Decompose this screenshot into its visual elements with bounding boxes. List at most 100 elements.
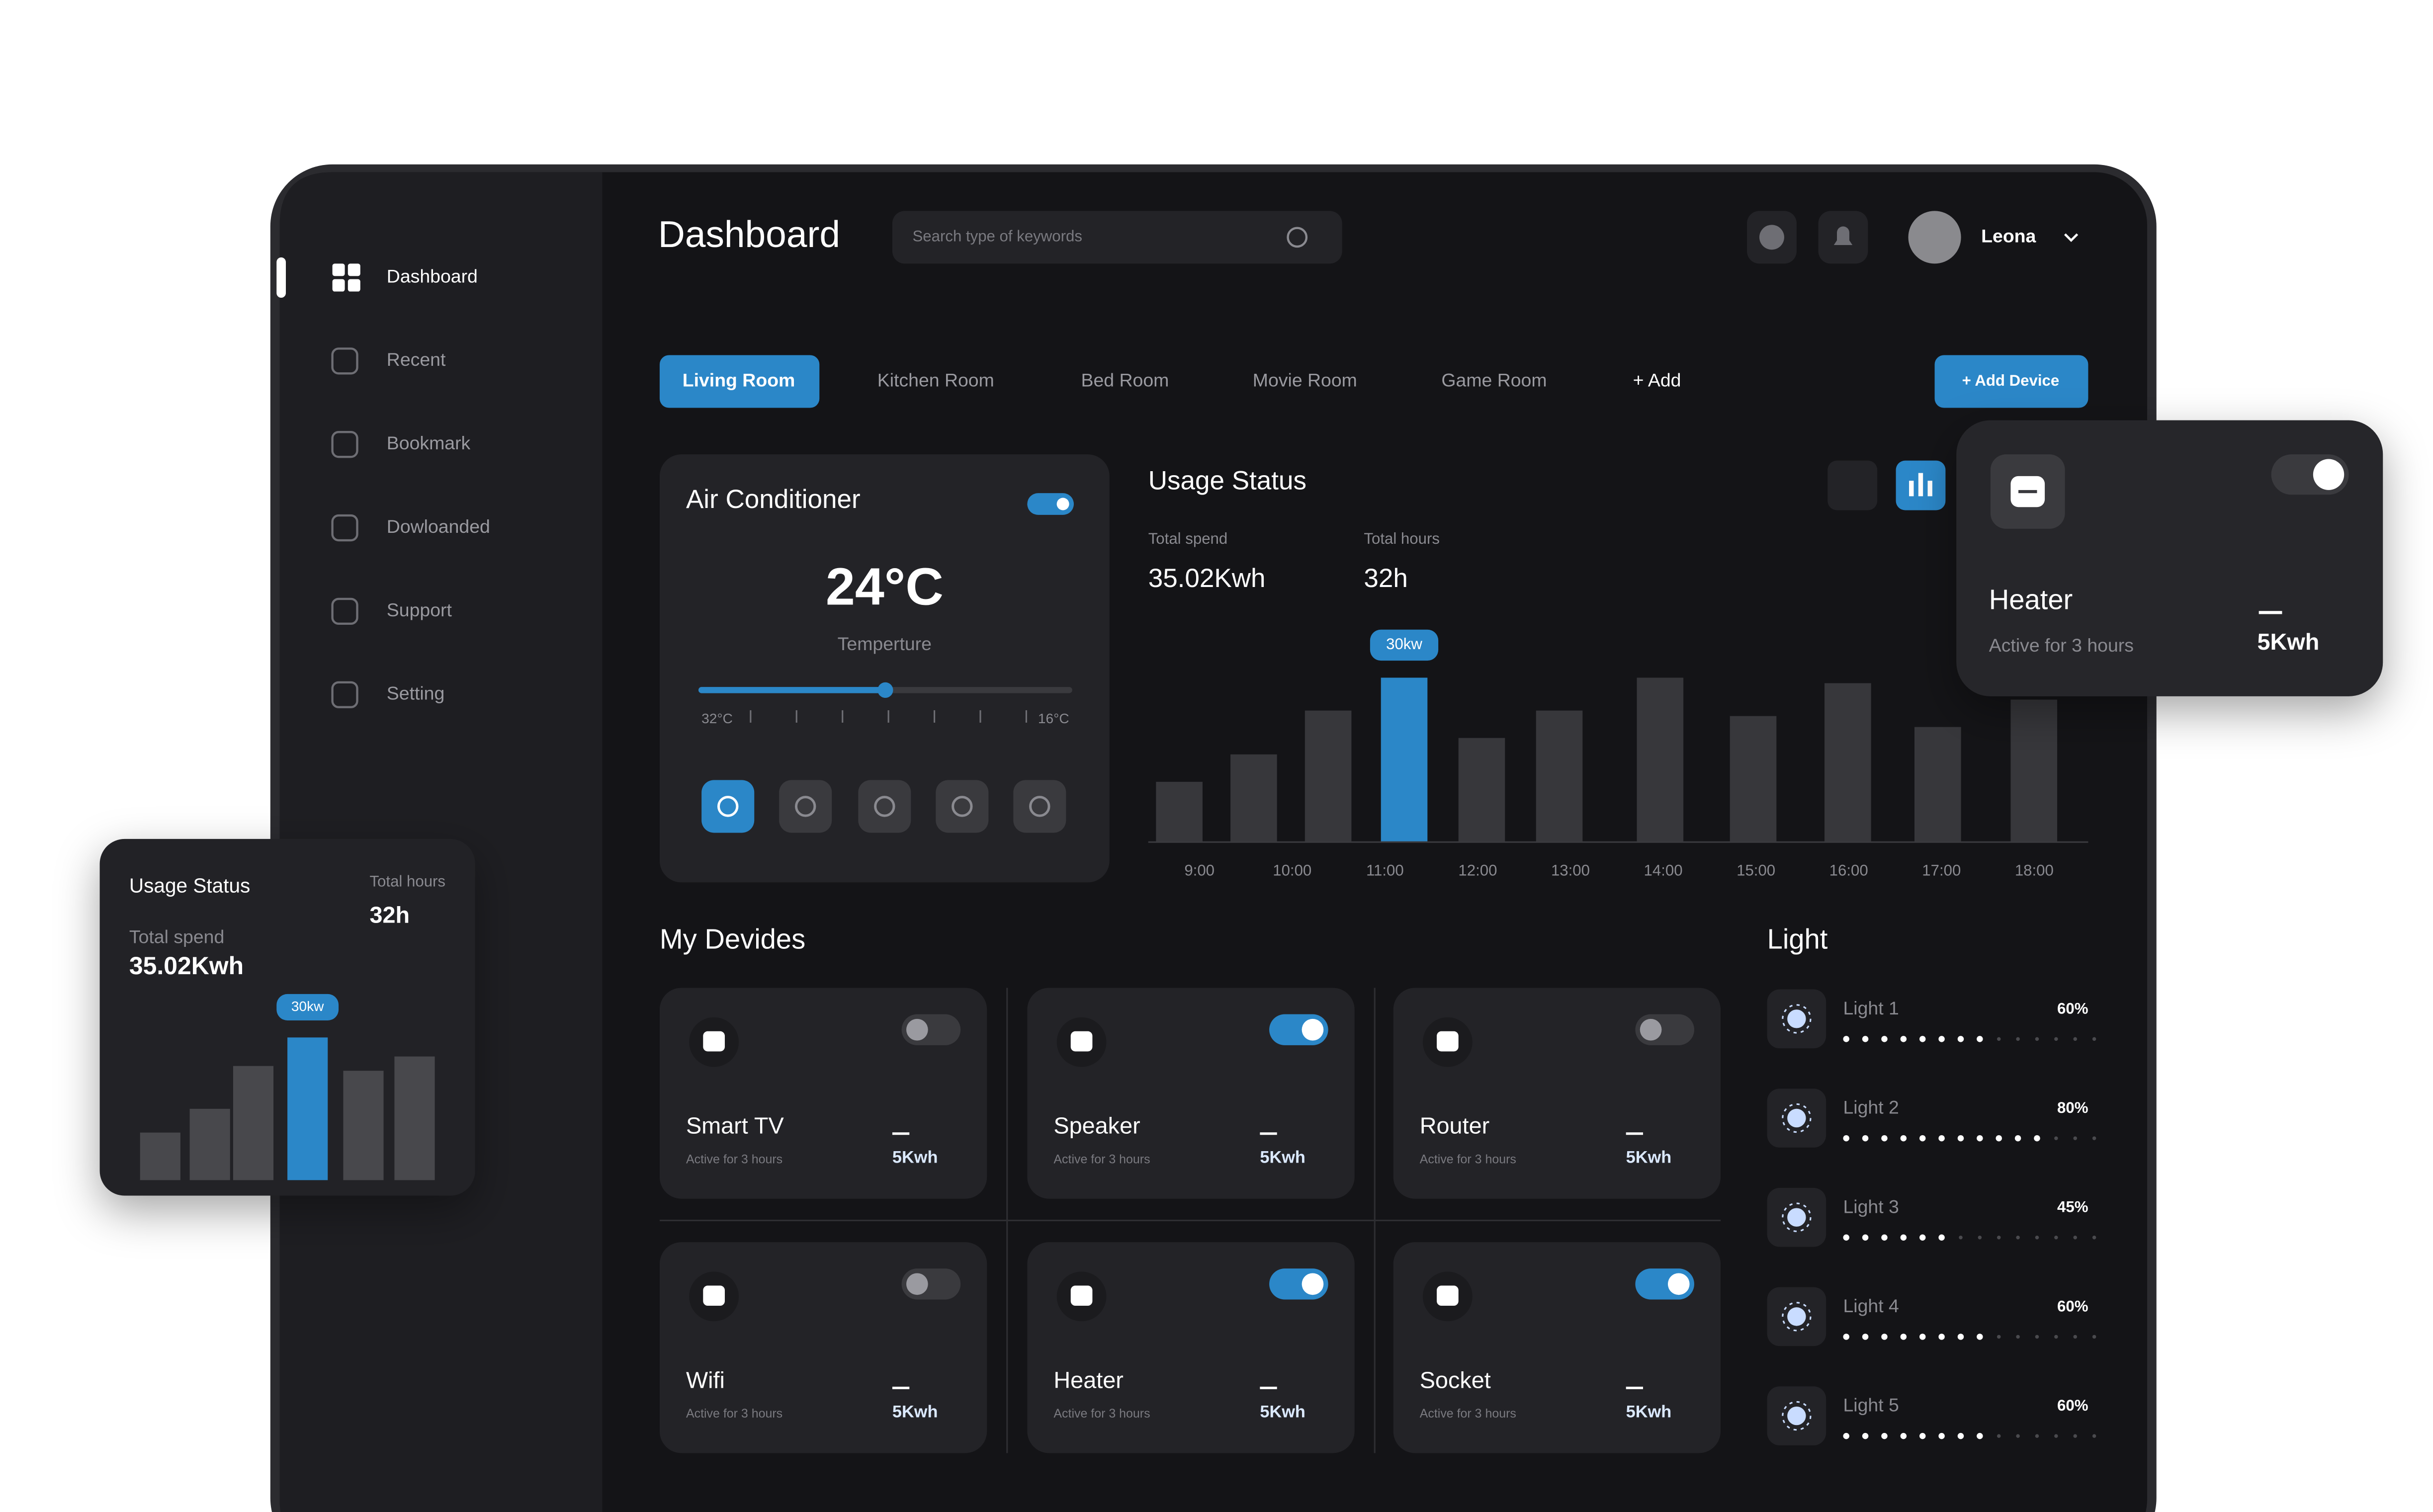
mini-bar	[140, 1132, 180, 1180]
user-menu-chevron[interactable]	[2064, 233, 2079, 242]
nav-label[interactable]: Recent	[387, 349, 446, 370]
light-dot	[1862, 1036, 1869, 1042]
scale-end: 16°C	[1038, 711, 1069, 726]
tab[interactable]: Game Room	[1441, 369, 1547, 390]
tab[interactable]: Bed Room	[1081, 369, 1169, 390]
filter-button[interactable]	[1827, 460, 1878, 510]
light-dot	[1938, 1036, 1945, 1042]
usage-bar	[1637, 677, 1684, 842]
mini-bar	[233, 1066, 274, 1180]
light-icon	[1787, 1009, 1806, 1028]
mode-button[interactable]	[701, 780, 755, 833]
mode-button[interactable]	[1013, 780, 1066, 833]
light-dot	[2092, 1136, 2096, 1140]
device-usage: 5Kwh	[892, 1148, 938, 1167]
usage-bar	[1156, 781, 1203, 842]
search-box[interactable]	[892, 211, 1342, 264]
light-dot	[1919, 1334, 1926, 1340]
heater-usage: 5Kwh	[2258, 629, 2320, 655]
ac-title: Air Conditioner	[686, 485, 861, 514]
mode-button[interactable]	[936, 780, 989, 833]
device-usage: 5Kwh	[1626, 1402, 1672, 1421]
device-icon	[1070, 1031, 1093, 1052]
device-card[interactable]	[659, 988, 987, 1199]
add-tab[interactable]: + Add	[1633, 369, 1681, 390]
light-dot	[2016, 1236, 2020, 1240]
ac-card	[659, 454, 1110, 883]
light-dot	[1957, 1432, 1964, 1439]
search-placeholder: Search type of keywords	[912, 228, 1082, 245]
device-usage: 5Kwh	[1260, 1148, 1305, 1167]
avatar	[1908, 211, 1961, 264]
nav-icon	[331, 597, 358, 625]
usage-bar	[1458, 738, 1505, 842]
tab[interactable]: Movie Room	[1253, 369, 1357, 390]
add-device-button[interactable]	[1934, 355, 2088, 408]
mini-bar	[394, 1056, 435, 1180]
x-tick-label: 18:00	[2015, 862, 2054, 879]
mode-icon	[874, 796, 895, 817]
light-dot	[1900, 1135, 1907, 1142]
light-dot	[1881, 1432, 1888, 1439]
light-dot	[1862, 1135, 1869, 1142]
light-dot	[1997, 1434, 2001, 1438]
mini-bar	[287, 1037, 328, 1180]
slider-knob[interactable]	[877, 682, 893, 698]
device-usage: 5Kwh	[892, 1402, 938, 1421]
heater-status: Active for 3 hours	[1989, 635, 2134, 656]
light-icon-rays	[1782, 1202, 1812, 1232]
light-dot	[1938, 1234, 1945, 1241]
device-usage: 5Kwh	[1626, 1148, 1672, 1167]
device-name: Router	[1420, 1113, 1489, 1139]
light-dot	[2016, 1335, 2020, 1339]
x-tick-label: 14:00	[1644, 862, 1683, 879]
device-status: Active for 3 hours	[1053, 1407, 1150, 1421]
light-dot	[2073, 1136, 2077, 1140]
scale-start: 32°C	[701, 711, 733, 726]
mini-spend: 35.02Kwh	[129, 952, 244, 980]
x-tick-label: 11:00	[1366, 862, 1404, 879]
usage-bar	[1230, 754, 1277, 842]
tab[interactable]: Kitchen Room	[877, 369, 994, 390]
tab[interactable]: Living Room	[683, 369, 795, 390]
light-dot	[1881, 1234, 1888, 1241]
user-name: Leona	[1981, 225, 2036, 246]
nav-label[interactable]: Bookmark	[387, 432, 471, 453]
nav-icon	[348, 279, 360, 292]
toggle-knob	[1667, 1273, 1690, 1295]
toggle-knob	[2313, 459, 2345, 490]
nav-label[interactable]: Dowloanded	[387, 516, 490, 537]
tab-active-bg[interactable]	[659, 355, 820, 408]
usage-title: Usage Status	[1148, 466, 1306, 495]
mini-bar	[189, 1108, 230, 1180]
mode-button[interactable]	[858, 780, 911, 833]
device-card[interactable]	[1393, 1242, 1721, 1453]
bar-tooltip	[1370, 629, 1439, 661]
device-card[interactable]	[1027, 988, 1355, 1199]
mode-icon	[717, 796, 739, 817]
device-card[interactable]	[659, 1242, 987, 1453]
light-dot	[1862, 1334, 1869, 1340]
light-name: Light 3	[1843, 1196, 1899, 1217]
light-dot	[1862, 1234, 1869, 1241]
light-dot	[1977, 1036, 1983, 1042]
device-card[interactable]	[1027, 1242, 1355, 1453]
nav-icon	[348, 263, 360, 276]
light-name: Light 2	[1843, 1097, 1899, 1118]
light-dot	[2073, 1434, 2077, 1438]
nav-label[interactable]: Setting	[387, 683, 445, 704]
light-dot	[2016, 1037, 2020, 1041]
nav-label[interactable]: Support	[387, 599, 452, 620]
hours-value: 32h	[1364, 564, 1407, 593]
page-title: Dashboard	[658, 213, 840, 255]
light-dot	[1900, 1334, 1907, 1340]
x-tick-label: 17:00	[1922, 862, 1961, 879]
devices-title: My Devides	[660, 924, 805, 955]
mode-button[interactable]	[779, 780, 832, 833]
light-level: 80%	[2057, 1099, 2088, 1116]
nav-label[interactable]: Dashboard	[387, 265, 478, 286]
light-dot	[2054, 1236, 2058, 1240]
toggle-knob	[1640, 1018, 1662, 1041]
device-status: Active for 3 hours	[1420, 1152, 1516, 1166]
device-card[interactable]	[1393, 988, 1721, 1199]
